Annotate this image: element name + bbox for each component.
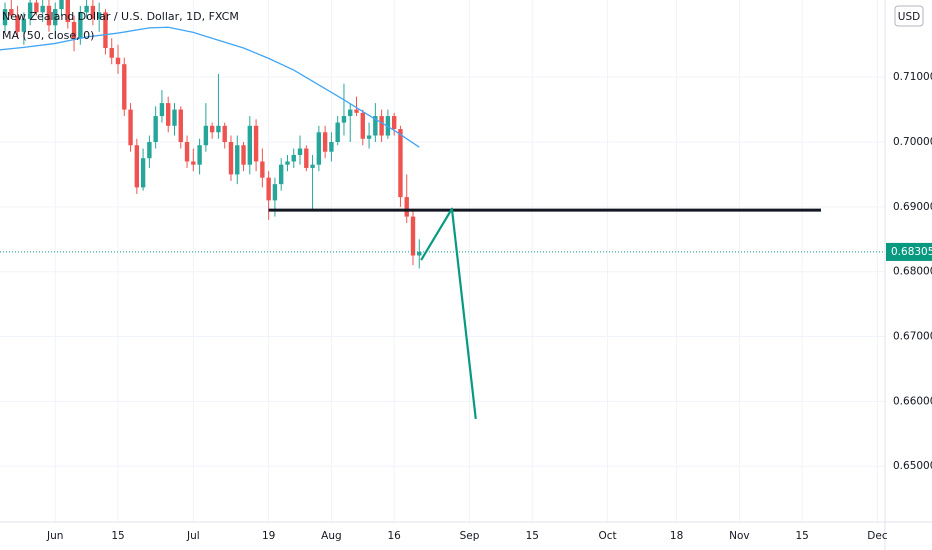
candle-body <box>2 9 8 26</box>
last-price-badge <box>886 242 932 261</box>
candle-body <box>241 145 246 165</box>
candle-body <box>159 103 165 117</box>
candle-body <box>128 109 133 146</box>
candle-body <box>84 5 89 13</box>
candle-body <box>341 116 347 123</box>
candle-body <box>71 22 77 39</box>
candle-body <box>90 5 96 19</box>
chart-title: New Zealand Dollar / U.S. Dollar, 1D, FX… <box>2 10 239 23</box>
x-tick-label: 19 <box>262 530 275 542</box>
candle-body <box>335 122 340 143</box>
candle-body <box>34 2 39 13</box>
x-tick-label: Oct <box>598 530 616 542</box>
candle-body <box>27 2 33 19</box>
candle-body <box>316 132 322 165</box>
currency-badge[interactable] <box>894 5 924 27</box>
candle-body <box>354 109 359 113</box>
candle-body <box>46 5 52 26</box>
candle-body <box>203 125 209 146</box>
candle-body <box>417 251 422 256</box>
currency-label: USD <box>898 11 920 23</box>
candle-body <box>366 135 372 139</box>
candle-body <box>235 145 240 175</box>
candle-body <box>391 116 397 130</box>
indicator-label: MA (50, close, 0) <box>2 29 94 42</box>
candle-body <box>291 154 296 162</box>
candle-body <box>373 116 378 136</box>
x-tick-label: 16 <box>387 530 401 542</box>
candle-body <box>410 216 416 256</box>
x-tick-label: Jun <box>46 530 63 542</box>
candle-body <box>197 145 202 165</box>
candle-body <box>247 125 253 165</box>
x-tick-label: 15 <box>526 530 539 542</box>
last-price-label: 0.68305 <box>891 246 932 258</box>
x-tick-label: Jul <box>186 530 200 542</box>
projection-path <box>420 207 477 420</box>
candle-body <box>379 116 384 136</box>
candle-body <box>216 125 221 133</box>
candle-body <box>348 109 353 117</box>
candle-body <box>266 177 271 201</box>
candle-body <box>15 15 20 32</box>
candle-body <box>260 161 265 178</box>
candle-body <box>297 148 303 155</box>
candle-body <box>209 125 215 133</box>
candle-body <box>122 64 127 110</box>
candle-body <box>404 197 409 217</box>
x-tick-label: Nov <box>729 530 750 542</box>
x-tick-label: 18 <box>670 530 683 542</box>
candle-body <box>78 12 83 39</box>
candle-body <box>153 116 158 143</box>
candle-body <box>285 161 290 165</box>
candle-body <box>53 9 58 26</box>
candle-body <box>385 116 391 136</box>
candle-body <box>304 148 309 168</box>
candle-body <box>21 18 27 32</box>
candle-body <box>172 109 177 126</box>
candle-body <box>222 125 227 143</box>
candle-body <box>134 145 140 188</box>
x-tick-label: Sep <box>460 530 480 542</box>
candle-body <box>40 5 45 13</box>
candle-body <box>96 12 102 19</box>
candle-body <box>140 158 146 188</box>
candle-body <box>115 57 121 65</box>
candle-body <box>329 142 334 152</box>
candle-body <box>184 142 190 162</box>
candle-body <box>178 109 183 143</box>
x-tick-label: Aug <box>321 530 342 542</box>
y-tick-label: 0.65000 <box>893 460 932 472</box>
candle-body <box>59 0 64 10</box>
moving-average-line <box>0 26 420 148</box>
candle-body <box>9 9 14 16</box>
candle-body <box>103 12 108 48</box>
candle-body <box>253 125 259 162</box>
candle-body <box>272 184 278 201</box>
x-tick-label: Dec <box>867 530 888 542</box>
candle-body <box>228 142 234 175</box>
candle-body <box>65 0 70 23</box>
candle-body <box>166 103 171 126</box>
candle-body <box>360 112 365 139</box>
x-tick-label: 15 <box>795 530 808 542</box>
candle-body <box>278 164 284 185</box>
candle-body <box>191 161 196 165</box>
x-tick-label: 15 <box>111 530 124 542</box>
candle-body <box>109 47 114 58</box>
candle-body <box>147 142 152 159</box>
candle-body <box>310 164 315 168</box>
candle-body <box>398 129 403 198</box>
candle-body <box>322 132 328 152</box>
